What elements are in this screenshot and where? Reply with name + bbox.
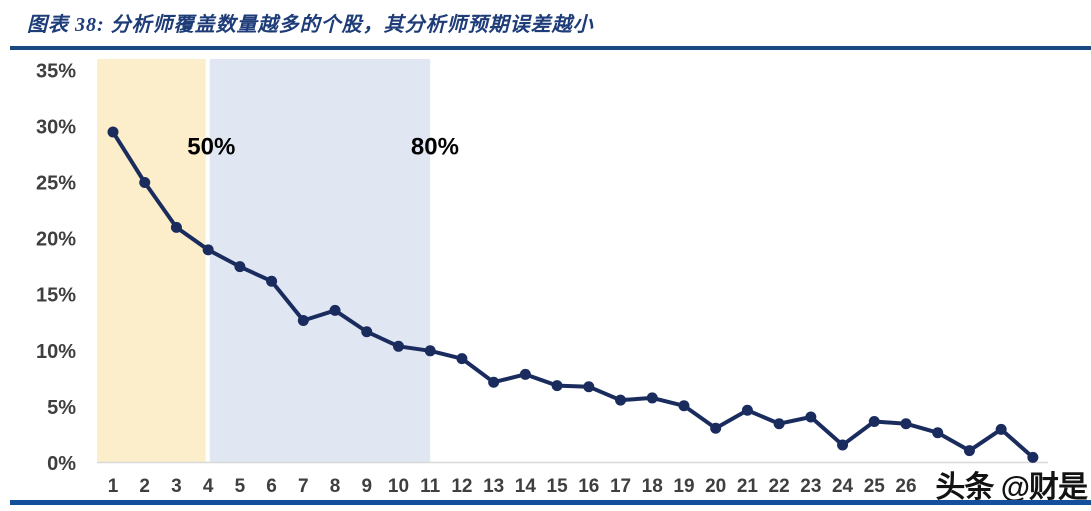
- x-axis-tick-label: 17: [610, 476, 631, 497]
- data-point-18: [646, 392, 658, 404]
- x-axis-tick-label: 15: [547, 476, 569, 497]
- data-point-23: [805, 411, 817, 423]
- data-point-2: [139, 177, 151, 188]
- x-axis-tick-label: 13: [483, 476, 504, 497]
- y-axis-tick-label: 0%: [47, 453, 76, 475]
- x-axis-tick-label: 19: [673, 476, 694, 497]
- data-point-4: [202, 244, 214, 256]
- x-axis-tick-label: 6: [266, 476, 277, 497]
- data-point-17: [615, 394, 627, 406]
- data-point-10: [392, 340, 404, 352]
- data-point-9: [361, 326, 373, 338]
- data-point-15: [551, 380, 563, 392]
- watermark: 头条 @财是: [935, 471, 1088, 504]
- footer-divider-rule: [10, 500, 1091, 505]
- figure-title: 图表 38: 分析师覆盖数量越多的个股，其分析师预期误差越小: [27, 14, 594, 36]
- data-point-12: [456, 353, 468, 365]
- x-axis-tick-label: 5: [235, 476, 246, 497]
- data-point-20: [710, 422, 722, 434]
- x-axis-tick-label: 11: [420, 476, 441, 497]
- data-point-27: [932, 427, 944, 439]
- x-axis-tick-label: 23: [800, 476, 821, 497]
- data-point-7: [297, 315, 309, 327]
- x-axis-tick-label: 2: [139, 476, 150, 497]
- x-axis-tick-label: 21: [737, 476, 759, 497]
- data-point-28: [963, 445, 975, 457]
- data-point-11: [424, 345, 436, 357]
- y-axis-tick-label: 20%: [36, 229, 76, 251]
- x-axis-tick-label: 22: [769, 476, 790, 497]
- data-point-8: [329, 304, 341, 316]
- data-point-3: [170, 221, 182, 233]
- data-point-26: [900, 418, 912, 430]
- data-point-24: [837, 439, 849, 451]
- annotation-50pct: 50%: [187, 134, 235, 161]
- y-axis-tick-label: 30%: [36, 116, 76, 138]
- data-point-16: [583, 381, 595, 393]
- x-axis-tick-label: 3: [171, 476, 182, 497]
- x-axis-tick-label: 16: [578, 476, 599, 497]
- y-axis-tick-label: 35%: [36, 60, 76, 82]
- x-axis-tick-label: 14: [515, 476, 537, 497]
- x-axis-tick-label: 1: [108, 476, 119, 497]
- x-axis-tick-label: 9: [361, 476, 372, 497]
- y-axis-tick-label: 25%: [36, 173, 76, 195]
- data-point-21: [741, 404, 753, 416]
- data-point-25: [868, 415, 880, 427]
- x-axis-tick-label: 7: [298, 476, 309, 497]
- data-point-5: [234, 261, 246, 273]
- y-axis-tick-label: 15%: [36, 285, 76, 307]
- data-point-30: [1027, 451, 1039, 463]
- x-axis-tick-label: 18: [642, 476, 663, 497]
- x-axis-tick-label: 25: [864, 476, 886, 497]
- x-axis-tick-label: 12: [451, 476, 472, 497]
- annotation-80pct: 80%: [411, 134, 459, 161]
- highlight-band-50pct: [97, 59, 206, 462]
- data-point-13: [488, 376, 500, 388]
- x-axis-tick-label: 20: [705, 476, 726, 497]
- data-point-1: [107, 126, 119, 138]
- title-divider-rule: [10, 46, 1091, 50]
- data-point-14: [519, 368, 531, 380]
- x-axis-tick-label: 4: [203, 476, 214, 497]
- x-axis-tick-label: 8: [330, 476, 341, 497]
- x-axis-tick-label: 24: [832, 476, 854, 497]
- data-point-22: [773, 418, 785, 430]
- highlight-band-80pct: [209, 59, 431, 462]
- data-point-6: [266, 275, 278, 287]
- y-axis-tick-label: 10%: [36, 341, 76, 363]
- data-point-29: [995, 423, 1007, 435]
- x-axis-tick-label: 10: [388, 476, 409, 497]
- x-axis-tick-label: 26: [895, 476, 916, 497]
- data-point-19: [678, 400, 690, 412]
- y-axis-tick-label: 5%: [47, 397, 76, 419]
